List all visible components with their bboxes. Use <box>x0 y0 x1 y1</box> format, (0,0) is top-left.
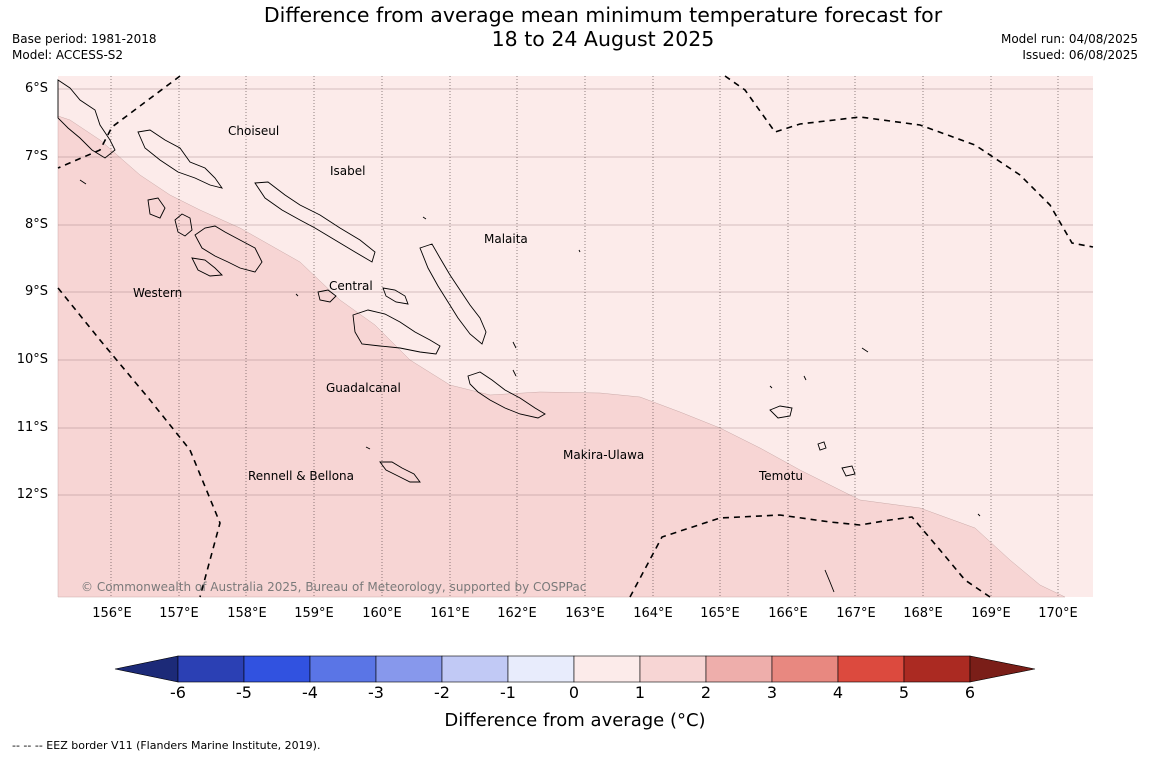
colorbar-segment <box>771 655 839 683</box>
colorbar-tick: 3 <box>766 683 778 702</box>
meta-right: Model run: 04/08/2025 Issued: 06/08/2025 <box>1001 31 1138 63</box>
lat-label: 12°S <box>16 487 48 502</box>
colorbar-segment <box>441 655 509 683</box>
lon-label: 160°E <box>362 606 402 621</box>
lon-label: 168°E <box>903 606 943 621</box>
colorbar-segment <box>837 655 905 683</box>
lon-label: 156°E <box>92 606 132 621</box>
colorbar-segment <box>903 655 971 683</box>
colorbar-extend-high <box>969 655 1036 683</box>
lat-label: 8°S <box>24 217 48 232</box>
lon-label: 166°E <box>768 606 808 621</box>
issued-date: Issued: 06/08/2025 <box>1022 48 1138 62</box>
colorbar-tick: 2 <box>700 683 712 702</box>
model-run: Model run: 04/08/2025 <box>1000 32 1138 46</box>
colorbar-segment <box>639 655 707 683</box>
colorbar-segment <box>243 655 311 683</box>
region-malaita: Malaita <box>484 232 528 246</box>
lon-label: 162°E <box>497 606 537 621</box>
guadalcanal-island <box>352 309 441 355</box>
colorbar <box>114 655 1036 683</box>
lon-label: 165°E <box>700 606 740 621</box>
colorbar-segment <box>177 655 245 683</box>
region-rennell-bellona: Rennell & Bellona <box>248 469 355 483</box>
lon-label: 159°E <box>294 606 334 621</box>
region-isabel: Isabel <box>330 164 366 178</box>
lon-label: 158°E <box>227 606 267 621</box>
islands <box>57 79 981 593</box>
colorbar-tick: -1 <box>500 683 516 702</box>
eez-borders <box>57 75 1094 598</box>
lat-label: 11°S <box>16 420 48 435</box>
region-western: Western <box>133 286 183 300</box>
band-1-2-fill <box>57 115 1066 598</box>
colorbar-tick: -3 <box>368 683 384 702</box>
region-central: Central <box>329 279 373 293</box>
colorbar-tick: -5 <box>236 683 252 702</box>
model-name: Model: ACCESS-S2 <box>12 48 124 62</box>
colorbar-segment <box>507 655 575 683</box>
new-georgia-group <box>147 197 263 277</box>
lat-label: 10°S <box>16 352 48 367</box>
colorbar-tick: -6 <box>170 683 186 702</box>
lon-label: 164°E <box>633 606 673 621</box>
rennell-island <box>379 461 421 483</box>
colorbar-tick: 1 <box>634 683 646 702</box>
colorbar-segment <box>705 655 773 683</box>
colorbar-segment <box>309 655 377 683</box>
title-line-2: 18 to 24 August 2025 <box>491 27 715 51</box>
colorbar-extend-low <box>114 655 179 683</box>
colorbar-tick: 0 <box>568 683 580 702</box>
bougainville-coast <box>57 79 116 159</box>
colorbar-segment <box>573 655 641 683</box>
lat-gridlines <box>58 88 1093 496</box>
colorbar-label: Difference from average (°C) <box>444 710 706 731</box>
lon-label: 161°E <box>430 606 470 621</box>
lon-label: 167°E <box>836 606 876 621</box>
isabel-island <box>254 181 376 263</box>
region-temotu: Temotu <box>759 469 804 483</box>
small-islands <box>79 179 981 593</box>
map-title: Difference from average mean minimum tem… <box>0 3 1150 51</box>
lon-label: 163°E <box>565 606 605 621</box>
region-choiseul: Choiseul <box>228 124 280 138</box>
colorbar-tick: 4 <box>832 683 844 702</box>
meta-left: Base period: 1981-2018 Model: ACCESS-S2 <box>12 31 157 63</box>
santa-cruz-island <box>769 405 856 477</box>
copyright-notice: © Commonwealth of Australia 2025, Bureau… <box>81 580 587 594</box>
makira-island <box>467 371 546 419</box>
ngella-island <box>317 287 409 305</box>
region-makira-ulawa: Makira-Ulawa <box>563 448 645 462</box>
lat-label: 7°S <box>24 149 48 164</box>
region-guadalcanal: Guadalcanal <box>326 381 401 395</box>
colorbar-tick: -2 <box>434 683 450 702</box>
eez-footnote: -- -- -- EEZ border V11 (Flanders Marine… <box>12 739 321 752</box>
malaita-island <box>419 243 487 345</box>
colorbar-tick: 5 <box>898 683 910 702</box>
choiseul-island <box>137 129 224 189</box>
title-line-1: Difference from average mean minimum tem… <box>263 3 943 27</box>
colorbar-tick: 6 <box>964 683 976 702</box>
colorbar-tick: -4 <box>302 683 318 702</box>
lon-label: 170°E <box>1038 606 1078 621</box>
base-period: Base period: 1981-2018 <box>12 32 157 46</box>
lat-label: 6°S <box>24 81 48 96</box>
colorbar-segment <box>375 655 443 683</box>
lat-label: 9°S <box>24 284 48 299</box>
lon-label: 157°E <box>159 606 199 621</box>
lon-label: 169°E <box>971 606 1011 621</box>
